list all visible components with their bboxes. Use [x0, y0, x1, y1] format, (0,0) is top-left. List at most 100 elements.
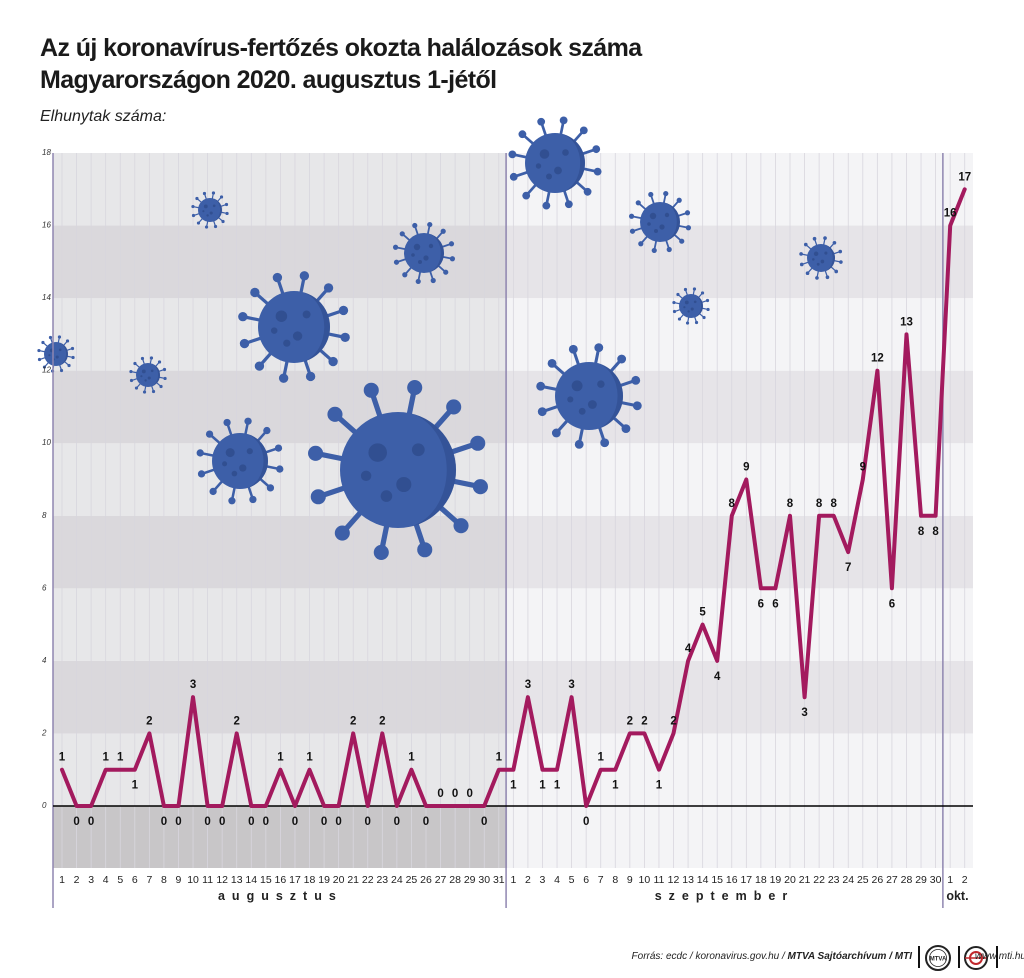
virus-spot — [413, 243, 421, 251]
x-tick-label: 31 — [493, 874, 505, 886]
virus-spot — [411, 443, 425, 457]
virus-shade — [664, 202, 681, 242]
virus-spike-tip — [310, 489, 326, 505]
virus-spike-tip — [629, 228, 636, 234]
data-label: 0 — [423, 816, 429, 828]
y-tick-label: 8 — [42, 511, 47, 520]
virus-spike-tip — [412, 222, 418, 229]
virus-spike-tip — [832, 240, 837, 245]
virus-spot — [225, 448, 235, 458]
virus-spike-tip — [59, 368, 64, 373]
data-label: 1 — [539, 780, 546, 792]
virus-spike-tip — [417, 542, 433, 558]
virus-spot — [302, 310, 311, 319]
virus-body — [679, 294, 703, 318]
x-tick-label: 18 — [304, 874, 316, 886]
virus-icon — [508, 116, 602, 210]
virus-spot — [202, 210, 205, 213]
virus-spot — [428, 243, 434, 249]
virus-spike-tip — [134, 386, 139, 390]
website-url: www.mti.hu — [974, 951, 1024, 962]
x-tick-label: 4 — [554, 874, 560, 886]
virus-spot — [150, 369, 154, 373]
virus-spike-tip — [249, 495, 257, 504]
x-tick-label: 23 — [828, 874, 840, 886]
x-tick-label: 11 — [654, 874, 665, 886]
virus-spike-tip — [834, 269, 839, 274]
virus-spike-tip — [508, 150, 517, 159]
data-label: 4 — [714, 671, 721, 683]
virus-spike-tip — [142, 390, 147, 394]
virus-spike-tip — [224, 202, 229, 207]
virus-spike-tip — [151, 389, 156, 394]
x-tick-label: 22 — [813, 874, 825, 886]
y-axis-label: Elhunytak száma: — [40, 108, 167, 125]
virus-icon — [196, 417, 284, 505]
virus-shade — [58, 342, 69, 366]
data-label: 17 — [958, 171, 971, 183]
x-tick-label: 23 — [376, 874, 388, 886]
virus-spike-tip — [41, 340, 45, 345]
virus-spot — [654, 229, 658, 233]
virus-body — [258, 291, 330, 363]
virus-shade — [212, 198, 223, 222]
data-label: 3 — [525, 679, 531, 691]
virus-spike-tip — [440, 228, 446, 234]
x-tick-label: 9 — [176, 874, 182, 886]
x-tick-label: 2 — [962, 874, 968, 886]
virus-shade — [245, 433, 269, 489]
virus-spike-tip — [651, 247, 657, 254]
x-tick-label: 29 — [915, 874, 927, 886]
virus-spike-tip — [838, 249, 843, 254]
virus-spike-tip — [518, 130, 527, 139]
data-label: 0 — [219, 816, 225, 828]
virus-spike-tip — [202, 191, 207, 196]
source-credit: Forrás: ecdc / koronavirus.gov.hu / MTVA… — [632, 951, 912, 962]
virus-spike-tip — [685, 321, 690, 325]
virus-spike-tip — [244, 417, 252, 425]
y-tick-label: 4 — [42, 656, 47, 665]
x-tick-label: 15 — [260, 874, 272, 886]
x-tick-label: 26 — [420, 874, 432, 886]
data-label: 6 — [772, 598, 778, 610]
virus-spike-tip — [225, 211, 229, 216]
virus-spike-tip — [446, 399, 462, 415]
virus-spot — [659, 224, 665, 230]
virus-body — [404, 233, 444, 273]
virus-spike-tip — [57, 335, 62, 339]
virus-spike-tip — [676, 197, 682, 203]
virus-spot — [820, 259, 825, 264]
virus-spike-tip — [162, 367, 167, 372]
virus-spot — [203, 204, 208, 209]
virus-spike-tip — [632, 401, 642, 411]
virus-spike-tip — [228, 497, 236, 505]
virus-spike-tip — [37, 348, 41, 353]
virus-spike-tip — [274, 444, 283, 452]
virus-spot — [55, 355, 59, 359]
data-label: 1 — [306, 752, 313, 764]
virus-spike-tip — [617, 354, 627, 364]
virus-icon — [191, 191, 229, 229]
virus-spike-tip — [702, 315, 706, 320]
virus-spot — [423, 255, 429, 261]
virus-body — [555, 362, 623, 430]
virus-spike-tip — [705, 298, 710, 303]
data-label: 9 — [860, 462, 866, 474]
virus-spot — [206, 214, 209, 217]
x-tick-label: 24 — [391, 874, 403, 886]
virus-spike-tip — [238, 311, 248, 322]
virus-spot — [649, 212, 657, 220]
virus-spot — [368, 443, 387, 462]
x-tick-label: 3 — [88, 874, 94, 886]
virus-spot — [664, 212, 670, 218]
data-label: 1 — [102, 752, 109, 764]
virus-spike-tip — [593, 167, 602, 176]
x-tick-label: 7 — [598, 874, 604, 886]
virus-spot — [684, 300, 689, 305]
virus-spike-tip — [223, 418, 231, 427]
virus-spot — [212, 204, 216, 208]
data-label: 1 — [656, 780, 663, 792]
x-tick-label: 8 — [612, 874, 618, 886]
month-label: szeptember — [655, 889, 794, 903]
